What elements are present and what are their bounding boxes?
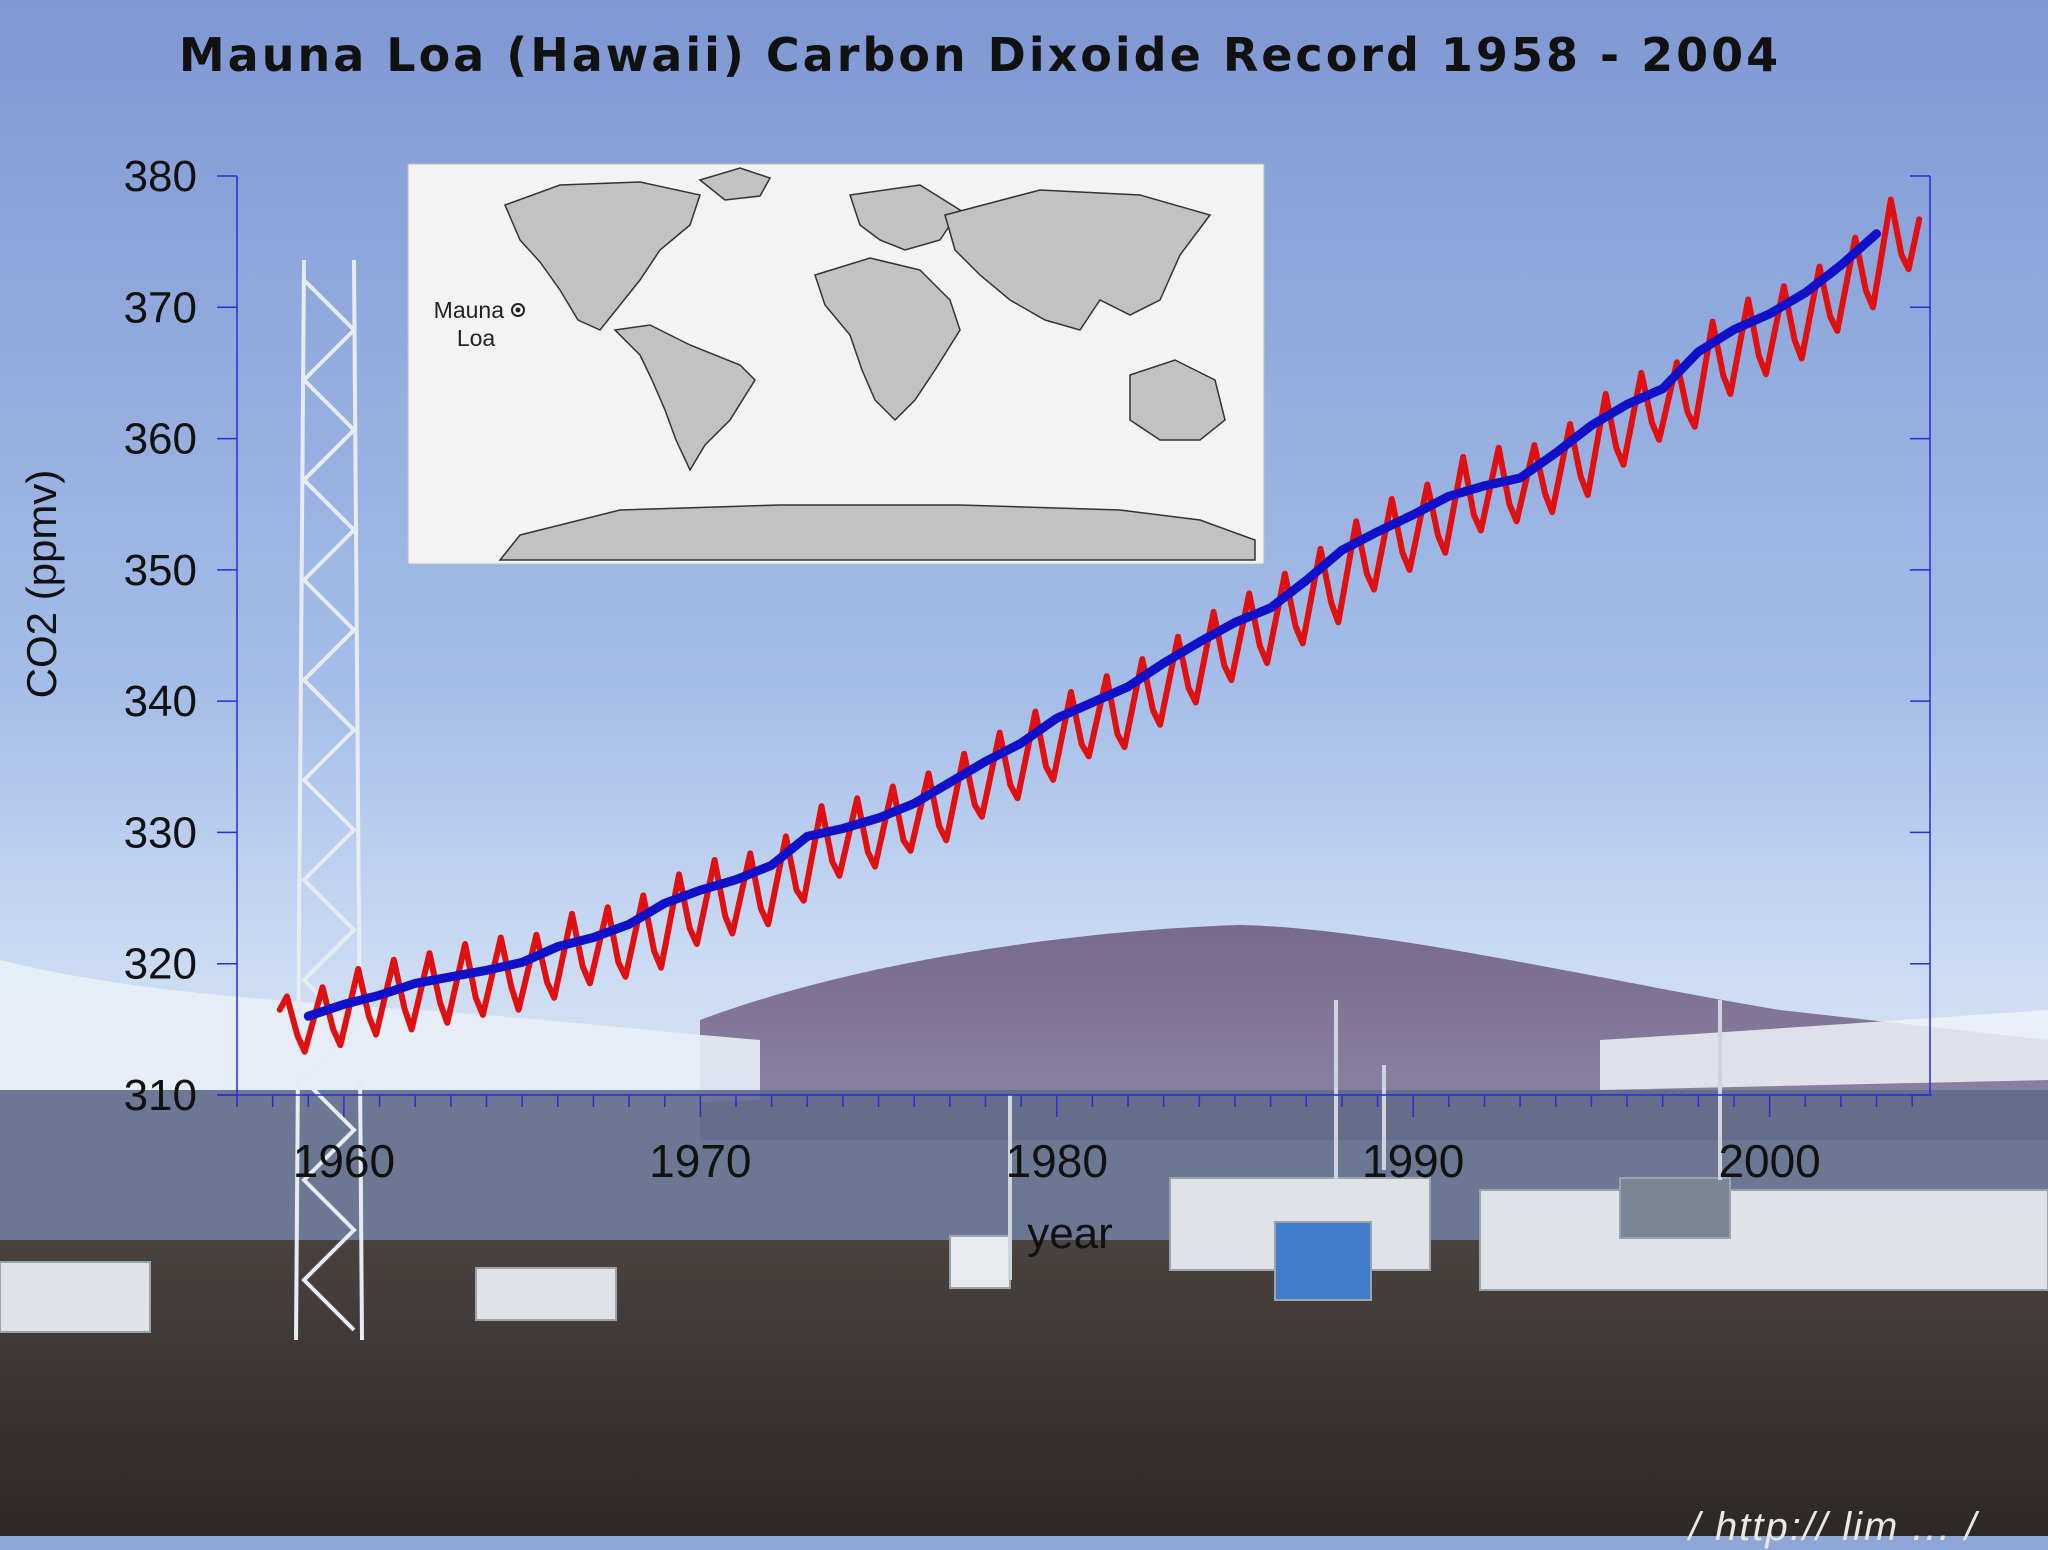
- footer-url-fragment: / http:// lim ... /: [1688, 1505, 1978, 1549]
- observatory-buildings: [0, 1177, 2048, 1333]
- monthly-co2-line: [276, 196, 1923, 1055]
- map-label-mauna: Mauna: [434, 297, 505, 323]
- annual-mean-co2-line: [303, 229, 1881, 1021]
- x-tick-label: 1980: [1006, 1135, 1108, 1187]
- y-tick-label: 350: [124, 546, 197, 595]
- y-tick-label: 330: [124, 808, 197, 857]
- x-axis-label: year: [1027, 1209, 1113, 1258]
- continents: [498, 167, 1256, 561]
- y-tick-label: 360: [124, 415, 197, 464]
- x-tick-label: 2000: [1718, 1135, 1820, 1187]
- x-tick-label: 1990: [1362, 1135, 1464, 1187]
- map-label-loa: Loa: [457, 325, 496, 351]
- tower: [294, 259, 364, 1341]
- axes: 310 320 330 340 350 360 370 380 1960 1970 1980 199…: [124, 152, 1932, 1187]
- y-tick-label: 370: [124, 283, 197, 332]
- inset-world-map: Mauna Loa: [407, 163, 1265, 565]
- y-tick-label: 320: [124, 940, 197, 989]
- y-tick-label: 380: [124, 152, 197, 201]
- y-tick-label: 310: [124, 1071, 197, 1120]
- y-tick-label: 340: [124, 677, 197, 726]
- masts: [1008, 1000, 1722, 1280]
- chart-title: Mauna Loa (Hawaii) Carbon Dixoide Record…: [178, 28, 1782, 82]
- x-tick-label: 1970: [649, 1135, 751, 1187]
- x-tick-label: 1960: [293, 1135, 395, 1187]
- y-axis-label: CO2 (ppmv): [18, 470, 65, 699]
